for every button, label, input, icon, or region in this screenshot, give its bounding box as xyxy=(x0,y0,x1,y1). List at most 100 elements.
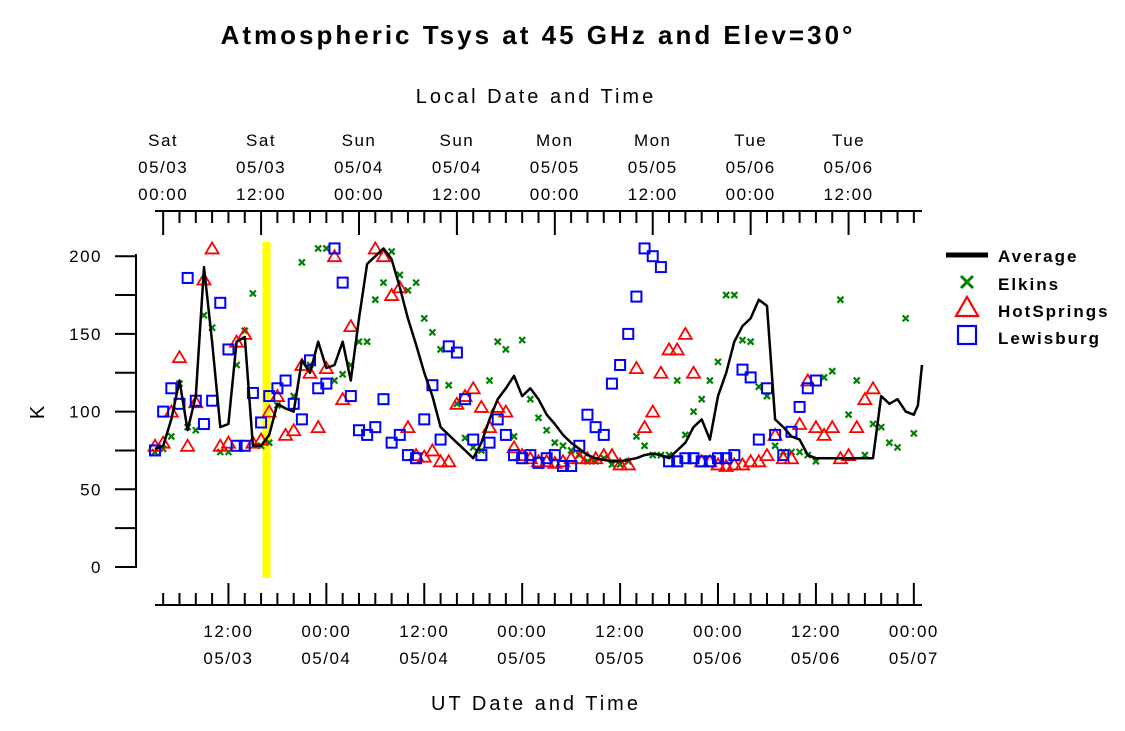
lewisburg-point xyxy=(255,416,268,429)
hotsprings-point xyxy=(505,439,523,454)
bottom-tick-time: 00:00 xyxy=(497,622,547,641)
top-tick-day: Sun xyxy=(342,131,377,150)
elkins-point xyxy=(330,376,339,385)
elkins-point xyxy=(697,395,706,403)
elkins-point xyxy=(526,395,535,403)
top-tick-day: Sat xyxy=(148,131,178,150)
hotsprings-point xyxy=(669,341,686,356)
top-tick-time: 12:00 xyxy=(236,185,286,204)
elkins-point xyxy=(510,432,518,441)
bottom-axis-title: UT Date and Time xyxy=(431,693,641,715)
hotsprings-point xyxy=(856,391,873,406)
elkins-point xyxy=(795,448,804,456)
legend-hotsprings-swatch xyxy=(954,294,980,318)
lewisburg-point xyxy=(442,340,455,353)
lewisburg-point xyxy=(712,452,725,465)
lewisburg-point xyxy=(222,343,235,356)
top-tick-time: 00:00 xyxy=(138,185,188,204)
y-tick-label: 0 xyxy=(91,558,102,577)
elkins-point xyxy=(322,244,331,253)
average-line xyxy=(154,247,924,463)
lewisburg-point xyxy=(622,327,635,340)
elkins-point xyxy=(836,295,845,304)
series-lewisburg xyxy=(149,242,822,472)
hotsprings-point xyxy=(628,360,645,374)
hotsprings-point xyxy=(155,434,172,449)
bottom-tick-time: 12:00 xyxy=(399,622,449,641)
hotsprings-point xyxy=(612,456,629,471)
top-tick-day: Sun xyxy=(440,131,475,150)
top-tick-date: 05/05 xyxy=(530,158,580,177)
lewisburg-point xyxy=(769,428,782,441)
lewisburg-point xyxy=(540,452,553,465)
lewisburg-point xyxy=(614,358,627,371)
lewisburg-point xyxy=(410,452,423,465)
top-axis-title: Local Date and Time xyxy=(416,86,656,108)
bottom-tick-date: 05/06 xyxy=(791,649,841,668)
lewisburg-point xyxy=(279,374,292,387)
lewisburg-point xyxy=(793,400,806,413)
lewisburg-point xyxy=(483,436,496,449)
top-tick-day: Tue xyxy=(734,131,767,150)
elkins-point xyxy=(844,410,853,419)
lewisburg-point xyxy=(328,242,341,255)
elkins-point xyxy=(893,443,902,452)
bottom-tick-date: 05/03 xyxy=(203,649,253,668)
elkins-point xyxy=(632,432,641,441)
elkins-point xyxy=(901,314,910,323)
lewisburg-point xyxy=(295,413,308,426)
lewisburg-point xyxy=(181,271,194,284)
legend-label: HotSprings xyxy=(998,302,1110,321)
lewisburg-point xyxy=(777,449,790,462)
lewisburg-point xyxy=(744,371,757,384)
lewisburg-point xyxy=(336,276,349,289)
lewisburg-point xyxy=(654,261,667,274)
bottom-tick-date: 05/07 xyxy=(889,649,939,668)
hotsprings-point xyxy=(791,416,808,430)
elkins-point xyxy=(885,438,894,447)
lewisburg-point xyxy=(809,374,822,387)
elkins-point xyxy=(363,337,371,346)
hotsprings-point xyxy=(440,453,457,468)
elkins-point xyxy=(877,423,885,431)
top-tick-time: 12:00 xyxy=(824,185,874,204)
lewisburg-point xyxy=(663,455,676,468)
chart-title: Atmospheric Tsys at 45 GHz and Elev=30° xyxy=(221,20,856,50)
lewisburg-point xyxy=(671,455,684,468)
hotsprings-point xyxy=(636,419,653,434)
bottom-tick-date: 05/04 xyxy=(399,649,449,668)
lewisburg-point xyxy=(214,296,227,309)
elkins-point xyxy=(706,376,714,385)
hotsprings-point xyxy=(301,364,319,379)
hotsprings-point xyxy=(864,380,882,395)
hotsprings-point xyxy=(620,456,637,471)
elkins-point xyxy=(338,370,347,379)
hotsprings-point xyxy=(685,364,702,379)
hotsprings-point xyxy=(660,341,678,356)
y-axis-title: K xyxy=(27,403,49,419)
lewisburg-point xyxy=(377,393,390,406)
hotsprings-point xyxy=(342,318,359,333)
lewisburg-point xyxy=(401,449,414,462)
elkins-point xyxy=(869,420,877,428)
y-tick-label: 50 xyxy=(80,480,102,499)
top-tick-day: Tue xyxy=(832,131,865,150)
top-tick-time: 00:00 xyxy=(726,185,776,204)
hotsprings-point xyxy=(652,364,669,379)
legend-label: Lewisburg xyxy=(998,329,1101,348)
elkins-point xyxy=(461,434,469,442)
elkins-point xyxy=(828,367,837,375)
hotsprings-point xyxy=(179,438,196,452)
top-tick-time: 00:00 xyxy=(530,185,580,204)
lewisburg-point xyxy=(516,452,529,465)
elkins-point xyxy=(379,278,388,287)
top-tick-day: Mon xyxy=(634,131,672,150)
lewisburg-point xyxy=(369,421,382,434)
elkins-point xyxy=(673,376,681,385)
hotsprings-point xyxy=(775,450,792,465)
lewisburg-point xyxy=(638,242,651,255)
lewisburg-point xyxy=(434,433,447,446)
lewisburg-point xyxy=(344,390,357,403)
elkins-point xyxy=(444,381,453,389)
